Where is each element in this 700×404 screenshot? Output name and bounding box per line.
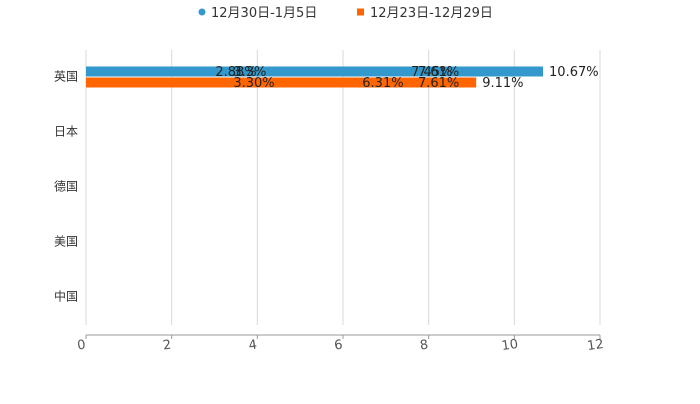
data-label-0-0: 10.67% <box>549 65 599 80</box>
legend-item-0[interactable]: 12月30日-1月5日 <box>198 6 318 21</box>
bar-0-2[interactable] <box>86 66 406 77</box>
x-tick-label-2: 4 <box>248 338 258 354</box>
data-label-0-2: 7.45% <box>411 65 452 80</box>
y-tick-label-1: 日本 <box>54 125 78 139</box>
data-labels: 10.67% 7.61% 9.11% 7.45%7.61% 3.3% 6.31% 2.88%… <box>215 65 598 91</box>
data-label-1-2: 7.61% <box>418 76 459 91</box>
legend-marker-1 <box>357 8 364 16</box>
y-tick-label-0: 英国 <box>54 70 78 84</box>
data-label-1-4: 3.30% <box>233 76 274 91</box>
data-label-1-1: 9.11% <box>482 76 523 91</box>
x-tick-label-0: 0 <box>76 338 86 354</box>
y-tick-label-4: 中国 <box>54 289 78 304</box>
grid-lines <box>85 50 601 325</box>
bar-1-4[interactable] <box>86 77 228 88</box>
bars <box>86 66 544 88</box>
bar-0-4[interactable] <box>86 66 210 77</box>
y-tick-label-3: 美国 <box>54 235 78 249</box>
data-label-1-3: 6.31% <box>362 76 403 91</box>
legend-item-1[interactable]: 12月23日-12月29日 <box>357 6 493 21</box>
x-tick-label-3: 6 <box>333 338 343 354</box>
x-tick-label-5: 10 <box>501 337 519 354</box>
data-label-0-3: 3.3% <box>233 65 266 80</box>
legend-marker-0 <box>198 8 206 16</box>
y-tick-label-2: 德国 <box>54 179 78 194</box>
x-tick-label-6: 12 <box>586 337 604 354</box>
x-tick-label-1: 2 <box>162 338 172 354</box>
data-label-0-4: 2.88% <box>215 65 256 80</box>
legend-label-1: 12月23日-12月29日 <box>370 6 493 21</box>
data-label-0-1: 7.61% <box>418 65 459 80</box>
legend-label-0: 12月30日-1月5日 <box>211 6 317 21</box>
x-tick-label-4: 8 <box>419 338 429 354</box>
legend: 12月30日-1月5日 12月23日-12月29日 <box>198 6 493 21</box>
